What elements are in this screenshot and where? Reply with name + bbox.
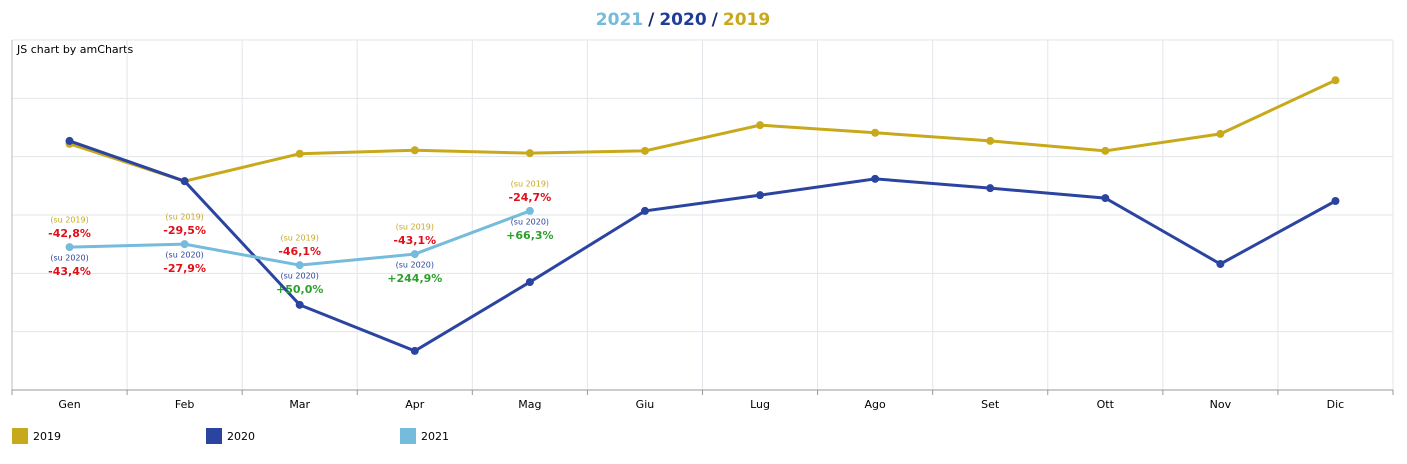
point bbox=[1101, 146, 1110, 155]
legend-label: 2019 bbox=[33, 430, 61, 443]
annotation-label: (su 2020) bbox=[165, 251, 203, 260]
point bbox=[410, 250, 419, 259]
point bbox=[756, 121, 765, 130]
series-line bbox=[69, 78, 1337, 183]
credit: JS chart by amCharts bbox=[16, 43, 133, 56]
x-tick-label: Dic bbox=[1327, 398, 1345, 411]
legend-label: 2020 bbox=[227, 430, 255, 443]
x-tick-label: Apr bbox=[405, 398, 425, 411]
chart-title: 2021/2020/2019 bbox=[596, 10, 770, 30]
x-tick-label: Feb bbox=[175, 398, 194, 411]
point bbox=[410, 346, 419, 355]
title-part: 2020 bbox=[659, 10, 706, 30]
annotation-value: -46,1% bbox=[278, 245, 321, 258]
annotation-value: -27,9% bbox=[163, 262, 206, 275]
point bbox=[640, 146, 649, 155]
annotation-value: -43,4% bbox=[48, 265, 91, 278]
point bbox=[295, 261, 304, 270]
title-part: 2019 bbox=[723, 10, 770, 30]
point bbox=[756, 191, 765, 200]
annotation-value: -29,5% bbox=[163, 224, 206, 237]
title-part: / bbox=[648, 10, 655, 30]
x-tick-label: Giu bbox=[636, 398, 655, 411]
x-tick-label: Gen bbox=[58, 398, 80, 411]
annotation-label: (su 2020) bbox=[50, 254, 88, 263]
annotation-value: +50,0% bbox=[276, 283, 323, 296]
annotation-label: (su 2020) bbox=[281, 272, 319, 281]
annotation-label: (su 2019) bbox=[281, 234, 319, 243]
legend-swatch bbox=[206, 428, 222, 444]
point bbox=[871, 128, 880, 137]
legend-swatch bbox=[12, 428, 28, 444]
title-part: 2021 bbox=[596, 10, 643, 30]
point bbox=[295, 149, 304, 158]
point bbox=[986, 136, 995, 145]
annotation-label: (su 2019) bbox=[50, 216, 88, 225]
annotation-label: (su 2019) bbox=[396, 223, 434, 232]
annotation-label: (su 2020) bbox=[511, 217, 549, 226]
title-part: / bbox=[712, 10, 719, 30]
x-tick-label: Ott bbox=[1097, 398, 1115, 411]
annotation-value: +244,9% bbox=[387, 272, 442, 285]
point bbox=[1331, 76, 1340, 85]
point bbox=[525, 149, 534, 158]
legend-swatch bbox=[400, 428, 416, 444]
point bbox=[65, 136, 74, 145]
annotation-value: -24,7% bbox=[509, 191, 552, 204]
point bbox=[410, 146, 419, 155]
point bbox=[65, 243, 74, 252]
x-tick-label: Ago bbox=[865, 398, 887, 411]
x-tick-label: Mar bbox=[289, 398, 310, 411]
point bbox=[1331, 197, 1340, 205]
point bbox=[295, 300, 304, 309]
series-line bbox=[69, 139, 1337, 353]
annotation-label: (su 2019) bbox=[511, 179, 549, 188]
x-tick-label: Lug bbox=[750, 398, 770, 411]
legend-label: 2021 bbox=[421, 430, 449, 443]
point bbox=[1216, 129, 1225, 138]
point bbox=[1101, 194, 1110, 203]
point bbox=[640, 206, 649, 215]
x-tick-label: Mag bbox=[518, 398, 541, 411]
point bbox=[525, 206, 534, 215]
point bbox=[871, 174, 880, 183]
point bbox=[1216, 260, 1225, 268]
point bbox=[180, 240, 189, 249]
point bbox=[525, 278, 534, 287]
point bbox=[986, 184, 995, 193]
annotation-value: +66,3% bbox=[506, 229, 553, 242]
x-tick-label: Nov bbox=[1210, 398, 1232, 411]
annotation-label: (su 2020) bbox=[396, 261, 434, 270]
x-tick-label: Set bbox=[981, 398, 1000, 411]
annotation-value: -42,8% bbox=[48, 227, 91, 240]
annotation-value: -43,1% bbox=[393, 234, 436, 247]
annotation-label: (su 2019) bbox=[165, 213, 203, 222]
point bbox=[180, 177, 189, 186]
